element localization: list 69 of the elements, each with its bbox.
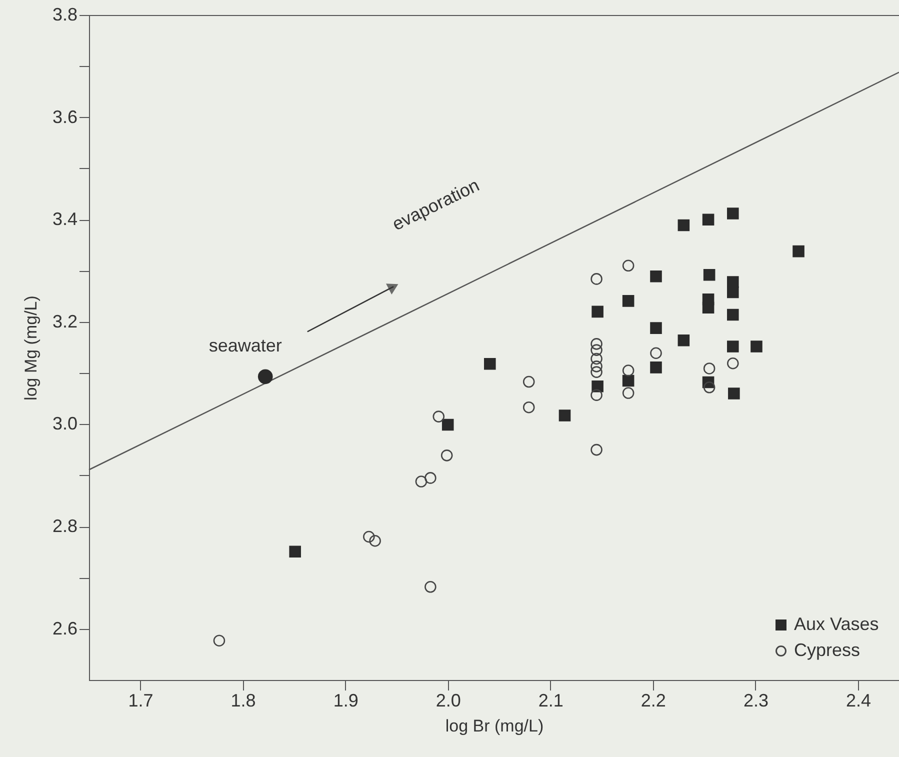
point (415, 476, 428, 488)
point (522, 401, 535, 414)
point (440, 450, 453, 462)
point (728, 388, 740, 400)
point (363, 530, 375, 543)
point (432, 410, 445, 422)
point (727, 286, 739, 298)
legend-label: Aux Vases (794, 614, 879, 634)
point (590, 444, 602, 456)
point (703, 382, 716, 394)
x-tick-label: 1.8 (230, 690, 256, 710)
point (590, 352, 602, 365)
point (369, 534, 381, 547)
point (213, 634, 226, 646)
x-tick-label: 2.3 (743, 690, 768, 710)
point (650, 362, 662, 374)
point (590, 273, 602, 285)
x-axis-title: log Br (mg/L) (445, 716, 544, 736)
point (750, 340, 762, 352)
y-tick-label: 3.4 (52, 209, 78, 230)
point (650, 322, 662, 334)
point (424, 581, 436, 593)
point (702, 214, 714, 226)
x-tick-label: 1.9 (333, 690, 358, 710)
y-tick-label: 3.6 (52, 106, 78, 127)
point (592, 306, 604, 318)
point (590, 366, 602, 378)
x-tick-label: 2.4 (846, 690, 872, 710)
point (727, 340, 739, 352)
point (622, 387, 634, 399)
x-tick-label: 2.1 (538, 690, 564, 710)
point (558, 410, 571, 422)
point (678, 219, 690, 232)
legend-label: Cypress (794, 640, 860, 660)
point (650, 347, 662, 360)
point (678, 334, 690, 346)
point (289, 546, 301, 558)
point (258, 369, 273, 384)
point (622, 374, 634, 387)
point (727, 357, 739, 370)
x-tick-label: 2.2 (640, 690, 666, 710)
point (590, 389, 602, 401)
point (424, 472, 436, 484)
point (727, 308, 739, 321)
point (590, 344, 602, 356)
y-tick-label: 3.0 (52, 414, 78, 434)
point (484, 358, 496, 370)
point (702, 302, 714, 314)
point (590, 360, 602, 372)
y-tick-label: 2.8 (52, 516, 78, 536)
point (650, 270, 662, 282)
y-tick-label: 3.8 (52, 4, 78, 24)
point (727, 276, 739, 288)
y-axis-title: log Mg (mg/L) (21, 296, 40, 400)
x-tick-label: 1.7 (128, 690, 154, 710)
point (622, 295, 634, 307)
point (622, 260, 634, 272)
annotation: seawater (208, 336, 282, 356)
y-tick-label: 2.6 (52, 618, 78, 638)
point (622, 364, 634, 376)
point (442, 418, 454, 431)
x-tick-label: 2.0 (436, 690, 461, 710)
point (792, 245, 804, 258)
point (590, 338, 602, 350)
point (703, 362, 716, 374)
point (727, 208, 739, 220)
point (522, 376, 535, 388)
point (703, 268, 716, 281)
y-tick-label: 3.2 (52, 311, 78, 332)
